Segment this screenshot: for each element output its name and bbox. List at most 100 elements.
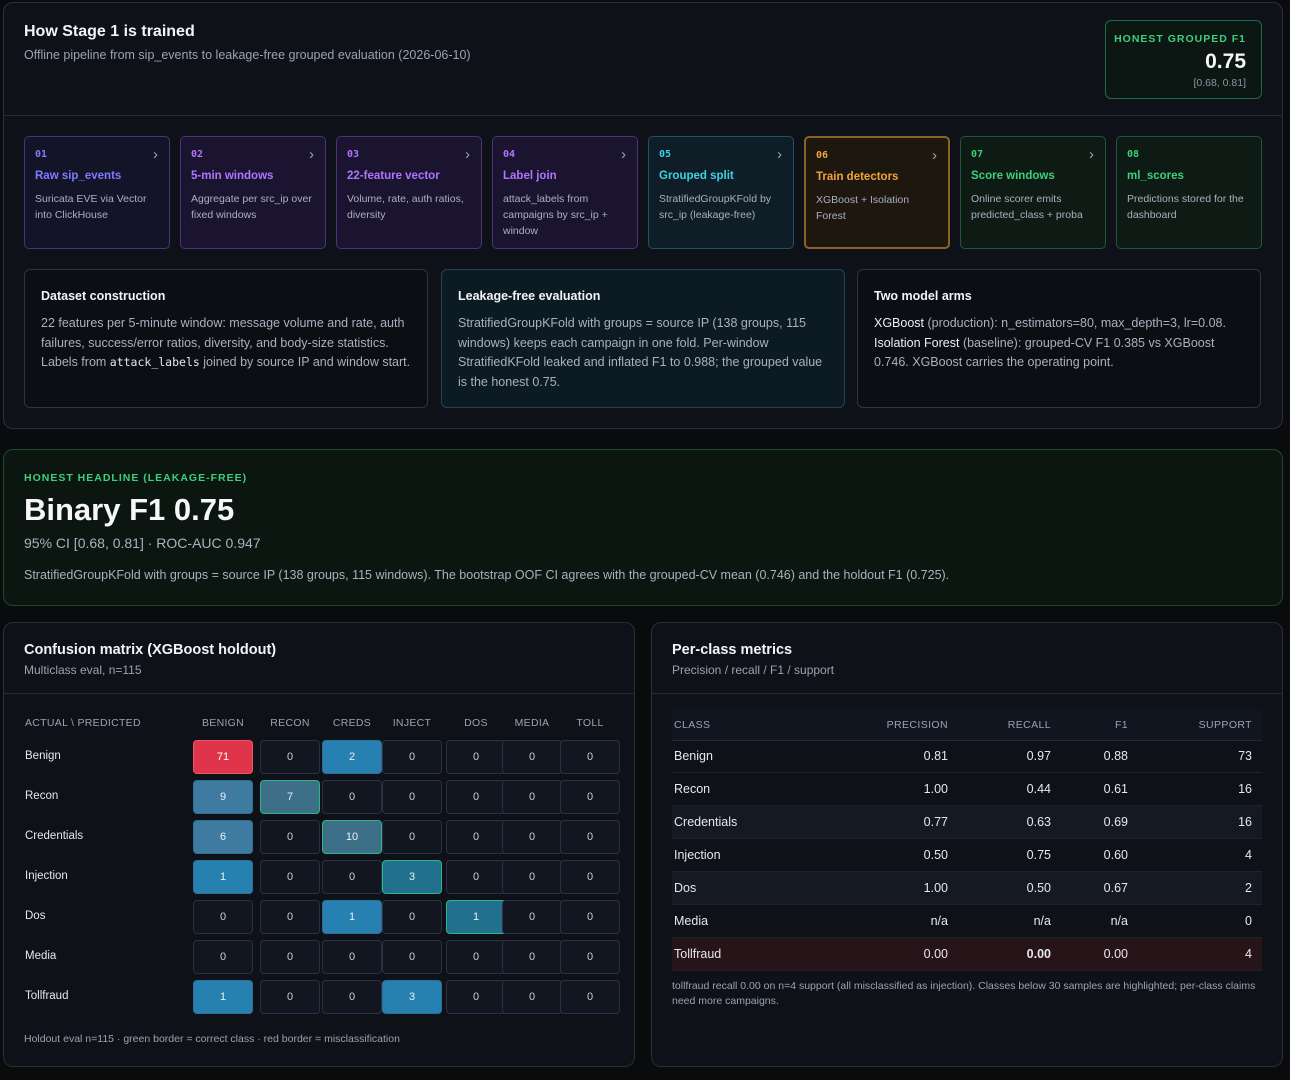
matrix-cell[interactable]: 0	[502, 740, 562, 774]
matrix-cell[interactable]: 0	[193, 940, 253, 974]
matrix-cell[interactable]: 7	[260, 780, 320, 814]
matrix-row-label: Recon	[25, 790, 59, 802]
matrix-cell[interactable]: 0	[560, 900, 620, 934]
step-description: Predictions stored for the dashboard	[1127, 193, 1244, 221]
matrix-cell[interactable]: 0	[446, 980, 506, 1014]
matrix-cell[interactable]: 0	[560, 740, 620, 774]
pipeline-step-02[interactable]: 02 › 5-min windows Aggregate per src_ip …	[180, 136, 326, 249]
matrix-cell[interactable]: 0	[260, 940, 320, 974]
matrix-cell[interactable]: 0	[382, 820, 442, 854]
matrix-cell[interactable]: 0	[322, 940, 382, 974]
step-number: 08	[1127, 149, 1140, 160]
matrix-cell[interactable]: 1	[446, 900, 506, 934]
matrix-cell[interactable]: 0	[260, 900, 320, 934]
pipeline-step-05[interactable]: 05 › Grouped split StratifiedGroupKFold …	[648, 136, 794, 249]
table-cell: Credentials	[674, 815, 738, 829]
matrix-cell[interactable]: 0	[502, 980, 562, 1014]
column-header[interactable]: SUPPORT	[1198, 718, 1252, 731]
matrix-cell[interactable]: 0	[502, 940, 562, 974]
matrix-cell[interactable]: 0	[560, 980, 620, 1014]
pipeline-step-08[interactable]: 08 ml_scores Predictions stored for the …	[1116, 136, 1262, 249]
matrix-cell[interactable]: 0	[446, 820, 506, 854]
matrix-cell[interactable]: 0	[382, 780, 442, 814]
table-row[interactable]: Tollfraud 0.00 0.00 0.00 4	[672, 938, 1262, 971]
honest-f1-card: HONEST GROUPED F1 0.75 [0.68, 0.81]	[1105, 20, 1262, 99]
table-row[interactable]: Injection 0.50 0.75 0.60 4	[672, 839, 1262, 872]
column-header[interactable]: RECALL	[1007, 718, 1051, 731]
matrix-cell[interactable]: 0	[560, 860, 620, 894]
card-text: (production): n_estimators=80, max_depth…	[924, 316, 1226, 330]
table-cell: 4	[1245, 848, 1252, 862]
matrix-cell[interactable]: 0	[446, 740, 506, 774]
chevron-right-icon: ›	[309, 146, 314, 163]
matrix-cell[interactable]: 2	[322, 740, 382, 774]
pipeline-step-03[interactable]: 03 › 22-feature vector Volume, rate, aut…	[336, 136, 482, 249]
column-header[interactable]: PRECISION	[886, 718, 948, 731]
matrix-cell[interactable]: 1	[322, 900, 382, 934]
matrix-cell[interactable]: 3	[382, 980, 442, 1014]
pipeline-step-01[interactable]: 01 › Raw sip_events Suricata EVE via Vec…	[24, 136, 170, 249]
matrix-cell[interactable]: 0	[446, 940, 506, 974]
pipeline-step-06[interactable]: 06 › Train detectors XGBoost + Isolation…	[804, 136, 950, 249]
matrix-cell[interactable]: 0	[502, 900, 562, 934]
card-title: Leakage-free evaluation	[458, 289, 601, 303]
honest-f1-ci: [0.68, 0.81]	[1193, 77, 1246, 89]
matrix-cell[interactable]: 0	[560, 940, 620, 974]
matrix-cell[interactable]: 0	[322, 860, 382, 894]
matrix-cell[interactable]: 0	[382, 940, 442, 974]
matrix-row-label: Credentials	[25, 830, 84, 842]
matrix-cell[interactable]: 1	[193, 860, 253, 894]
matrix-corner-label: ACTUAL \ PREDICTED	[25, 717, 141, 729]
table-row[interactable]: Media n/a n/a n/a 0	[672, 905, 1262, 938]
matrix-cell[interactable]: 0	[260, 820, 320, 854]
pipeline-step-04[interactable]: 04 › Label join attack_labels from campa…	[492, 136, 638, 249]
matrix-cell[interactable]: 0	[560, 780, 620, 814]
matrix-cell[interactable]: 1	[193, 980, 253, 1014]
matrix-cell[interactable]: 0	[322, 980, 382, 1014]
honest-f1-label: HONEST GROUPED F1	[1114, 33, 1246, 45]
table-row[interactable]: Benign 0.81 0.97 0.88 73	[672, 740, 1262, 773]
column-header[interactable]: F1	[1114, 718, 1128, 731]
matrix-cell[interactable]: 3	[382, 860, 442, 894]
table-cell: 0.50	[1026, 881, 1051, 895]
table-row[interactable]: Credentials 0.77 0.63 0.69 16	[672, 806, 1262, 839]
matrix-cell[interactable]: 0	[446, 780, 506, 814]
table-cell: 0.81	[923, 749, 948, 763]
matrix-cell[interactable]: 0	[446, 860, 506, 894]
matrix-row-label: Injection	[25, 870, 68, 882]
table-cell: 0.00	[1026, 947, 1051, 961]
panel-title: Per-class metrics	[672, 642, 793, 658]
matrix-cell[interactable]: 71	[193, 740, 253, 774]
table-cell: n/a	[1033, 914, 1051, 928]
matrix-column-header: RECON	[270, 717, 310, 729]
table-row[interactable]: Dos 1.00 0.50 0.67 2	[672, 872, 1262, 905]
pipeline-step-07[interactable]: 07 › Score windows Online scorer emits p…	[960, 136, 1106, 249]
matrix-cell[interactable]: 0	[502, 860, 562, 894]
step-number: 07	[971, 149, 984, 160]
table-cell: 0.00	[923, 947, 948, 961]
matrix-column-header: DOS	[464, 717, 488, 729]
matrix-cell[interactable]: 0	[260, 980, 320, 1014]
table-cell: 0.75	[1026, 848, 1051, 862]
table-cell: 0	[1245, 914, 1252, 928]
card-title: Dataset construction	[41, 289, 166, 303]
matrix-cell[interactable]: 0	[260, 740, 320, 774]
step-name: Label join	[503, 170, 557, 182]
matrix-cell[interactable]: 0	[560, 820, 620, 854]
table-cell: 16	[1238, 782, 1252, 796]
matrix-cell[interactable]: 0	[193, 900, 253, 934]
table-row[interactable]: Recon 1.00 0.44 0.61 16	[672, 773, 1262, 806]
matrix-column-header: MEDIA	[514, 717, 550, 729]
matrix-cell[interactable]: 0	[382, 900, 442, 934]
headline-value: Binary F1 0.75	[24, 492, 235, 527]
matrix-cell[interactable]: 6	[193, 820, 253, 854]
matrix-cell[interactable]: 10	[322, 820, 382, 854]
matrix-cell[interactable]: 0	[322, 780, 382, 814]
column-header[interactable]: CLASS	[674, 718, 711, 731]
matrix-cell[interactable]: 0	[260, 860, 320, 894]
matrix-cell[interactable]: 9	[193, 780, 253, 814]
matrix-cell[interactable]: 0	[502, 820, 562, 854]
matrix-cell[interactable]: 0	[502, 780, 562, 814]
matrix-cell[interactable]: 0	[382, 740, 442, 774]
card-title: Two model arms	[874, 289, 972, 303]
